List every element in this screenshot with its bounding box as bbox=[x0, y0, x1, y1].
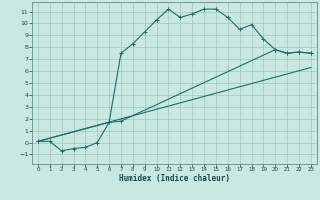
X-axis label: Humidex (Indice chaleur): Humidex (Indice chaleur) bbox=[119, 174, 230, 183]
